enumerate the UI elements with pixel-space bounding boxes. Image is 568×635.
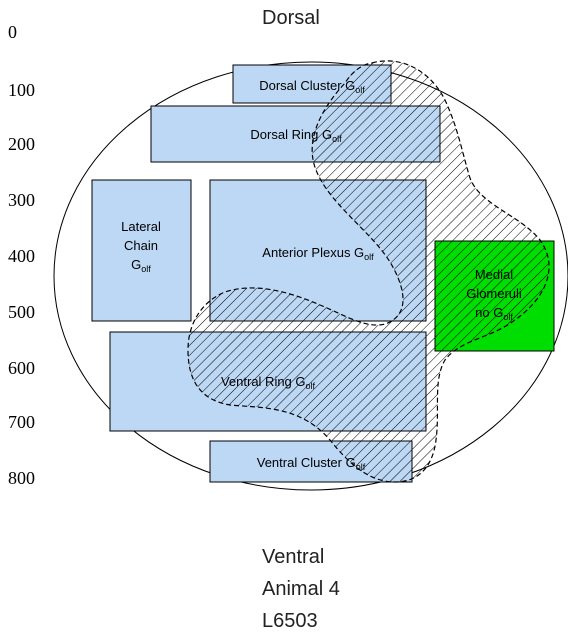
anterior-plexus-label: Anterior Plexus Golf (262, 245, 374, 262)
y-tick-700: 700 (8, 412, 35, 432)
dorsal-cluster-label: Dorsal Cluster Golf (259, 78, 365, 95)
bulb-outline (53, 61, 568, 491)
dorsal-ring-label: Dorsal Ring Golf (250, 127, 342, 144)
specimen-label: L6503 (262, 610, 318, 632)
y-tick-600: 600 (8, 358, 35, 378)
hatched-region (187, 60, 550, 483)
y-tick-0: 0 (8, 22, 17, 42)
lateral-chain-label-line2: Chain (124, 238, 158, 253)
animal-label: Animal 4 (262, 578, 340, 600)
y-tick-400: 400 (8, 246, 35, 266)
lateral-chain-label-line1: Lateral (121, 219, 161, 234)
medial-glomeruli-label-line3: no Golf (475, 305, 513, 322)
dorsal-title: Dorsal (262, 7, 320, 29)
ventral-cluster-label: Ventral Cluster Golf (257, 455, 366, 472)
y-tick-100: 100 (8, 80, 35, 100)
y-axis-ticks: 0 100 200 300 400 500 600 700 800 (8, 22, 35, 488)
y-tick-200: 200 (8, 134, 35, 154)
lateral-chain-label-line3: Golf (131, 257, 151, 274)
y-tick-800: 800 (8, 468, 35, 488)
y-tick-300: 300 (8, 190, 35, 210)
medial-glomeruli-label-line2: Glomeruli (466, 286, 522, 301)
lateral-chain-box (91, 179, 192, 322)
y-tick-500: 500 (8, 302, 35, 322)
medial-glomeruli-label-line1: Medial (475, 267, 513, 282)
ventral-label: Ventral (262, 546, 324, 568)
ventral-ring-label: Ventral Ring Golf (221, 374, 316, 391)
